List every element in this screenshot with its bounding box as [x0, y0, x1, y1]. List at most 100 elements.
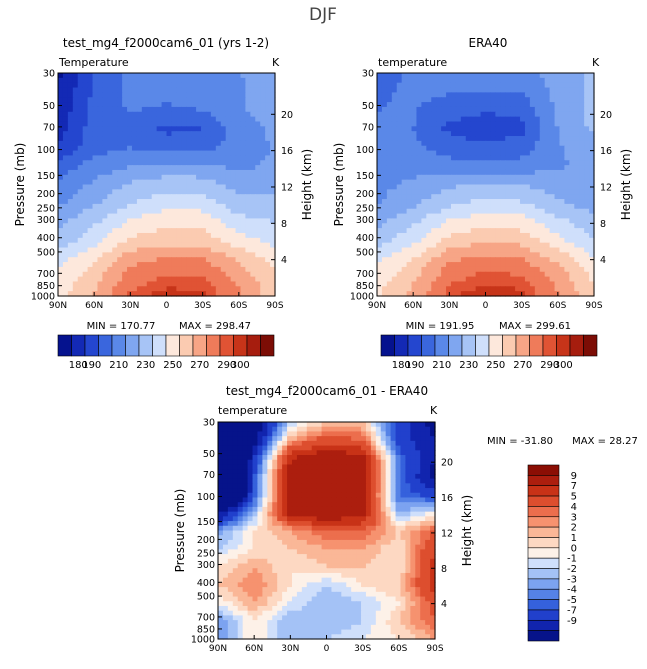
heatmap-cell [205, 271, 212, 278]
heatmap-cell [544, 291, 551, 297]
heatmap-cell [146, 218, 153, 224]
heatmap-cell [141, 262, 148, 268]
heatmap-cell [58, 97, 64, 103]
heatmap-cell [370, 440, 377, 447]
heatmap-cell [579, 208, 585, 215]
heatmap-cell [415, 422, 421, 428]
heatmap-cell [255, 131, 261, 137]
heatmap-cell [97, 203, 103, 210]
heatmap-cell [122, 106, 128, 113]
heatmap-cell [250, 237, 256, 244]
heatmap-cell [87, 232, 94, 239]
heatmap-cell [62, 126, 69, 132]
heatmap-cell [421, 165, 427, 171]
heatmap-cell [554, 136, 561, 142]
heatmap-cell [146, 121, 153, 127]
heatmap-cell [441, 242, 447, 249]
heatmap-cell [574, 87, 580, 93]
heatmap-cell [245, 87, 251, 93]
heatmap-cell [196, 121, 202, 127]
y-tick-label: 700 [37, 269, 55, 280]
heatmap-cell [510, 106, 516, 113]
heatmap-cell [117, 169, 123, 176]
heatmap-cell [465, 266, 472, 273]
heatmap-cell [247, 455, 254, 461]
heatmap-cell [559, 291, 566, 297]
heatmap-cell [377, 189, 383, 195]
heatmap-cell [450, 276, 457, 283]
heatmap-cell [107, 106, 113, 113]
heatmap-cell [529, 131, 536, 137]
heatmap-cell [72, 242, 79, 249]
heatmap-cell [87, 126, 94, 132]
heatmap-cell [291, 431, 298, 437]
heatmap-cell [156, 131, 163, 137]
heatmap-cell [92, 116, 99, 123]
heatmap-cell [460, 203, 467, 210]
heatmap-cell [151, 218, 158, 224]
heatmap-cell [470, 208, 477, 215]
heatmap-cell [554, 262, 561, 268]
heatmap-cell [426, 160, 432, 166]
heatmap-cell [450, 155, 457, 161]
heatmap-cell [87, 194, 94, 200]
heatmap-cell [205, 155, 212, 161]
heatmap-cell [336, 455, 342, 461]
heatmap-cell [112, 82, 118, 89]
heatmap-cell [77, 174, 84, 181]
heatmap-cell [385, 464, 392, 470]
heatmap-cell [176, 271, 182, 278]
heatmap-cell [510, 150, 516, 157]
heatmap-cell [272, 459, 278, 466]
heatmap-cell [455, 160, 462, 166]
heatmap-cell [131, 121, 138, 127]
heatmap-cell [490, 155, 496, 161]
heatmap-cell [396, 184, 403, 190]
heatmap-cell [400, 483, 407, 489]
heatmap-cell [62, 82, 69, 89]
heatmap-cell [250, 223, 256, 229]
heatmap-cell [475, 165, 482, 171]
heatmap-cell [377, 291, 383, 297]
heatmap-cell [416, 266, 422, 273]
colorbar-swatch [529, 334, 544, 357]
heatmap-cell [82, 218, 89, 224]
heatmap-cell [405, 483, 411, 489]
heatmap-cell [450, 145, 457, 152]
heatmap-cell [549, 189, 556, 195]
heatmap-cell [411, 271, 418, 278]
heatmap-cell [500, 218, 506, 224]
heatmap-cell [450, 150, 457, 157]
heatmap-cell [131, 131, 138, 137]
heatmap-cell [381, 203, 388, 210]
heatmap-cell [455, 126, 462, 132]
heatmap-cell [549, 218, 556, 224]
heatmap-cell [356, 464, 362, 470]
heatmap-cell [385, 455, 392, 461]
heatmap-cell [554, 257, 561, 263]
heatmap-cell [490, 184, 496, 190]
heatmap-cell [485, 116, 492, 123]
heatmap-cell [510, 155, 516, 161]
heatmap-cell [255, 237, 261, 244]
heatmap-cell [171, 131, 177, 137]
heatmap-cell [301, 478, 308, 484]
heatmap-cell [370, 455, 377, 461]
heatmap-cell [270, 131, 276, 137]
heatmap-cell [107, 203, 113, 210]
heatmap-cell [539, 252, 546, 258]
y-tick-label: 50 [362, 101, 374, 112]
heatmap-cell [510, 145, 516, 152]
heatmap-cell [505, 291, 511, 297]
heatmap-cell [426, 97, 432, 103]
heatmap-cell [385, 426, 392, 433]
heatmap-cell [365, 455, 372, 461]
colorbar-label: 290 [540, 360, 559, 371]
heatmap-cell [215, 276, 222, 283]
heatmap-cell [291, 455, 298, 461]
heatmap-cell [230, 266, 237, 273]
y-tick-label: 70 [362, 122, 374, 133]
heatmap-cell [97, 121, 103, 127]
heatmap-cell [500, 116, 506, 123]
heatmap-cell [122, 184, 128, 190]
